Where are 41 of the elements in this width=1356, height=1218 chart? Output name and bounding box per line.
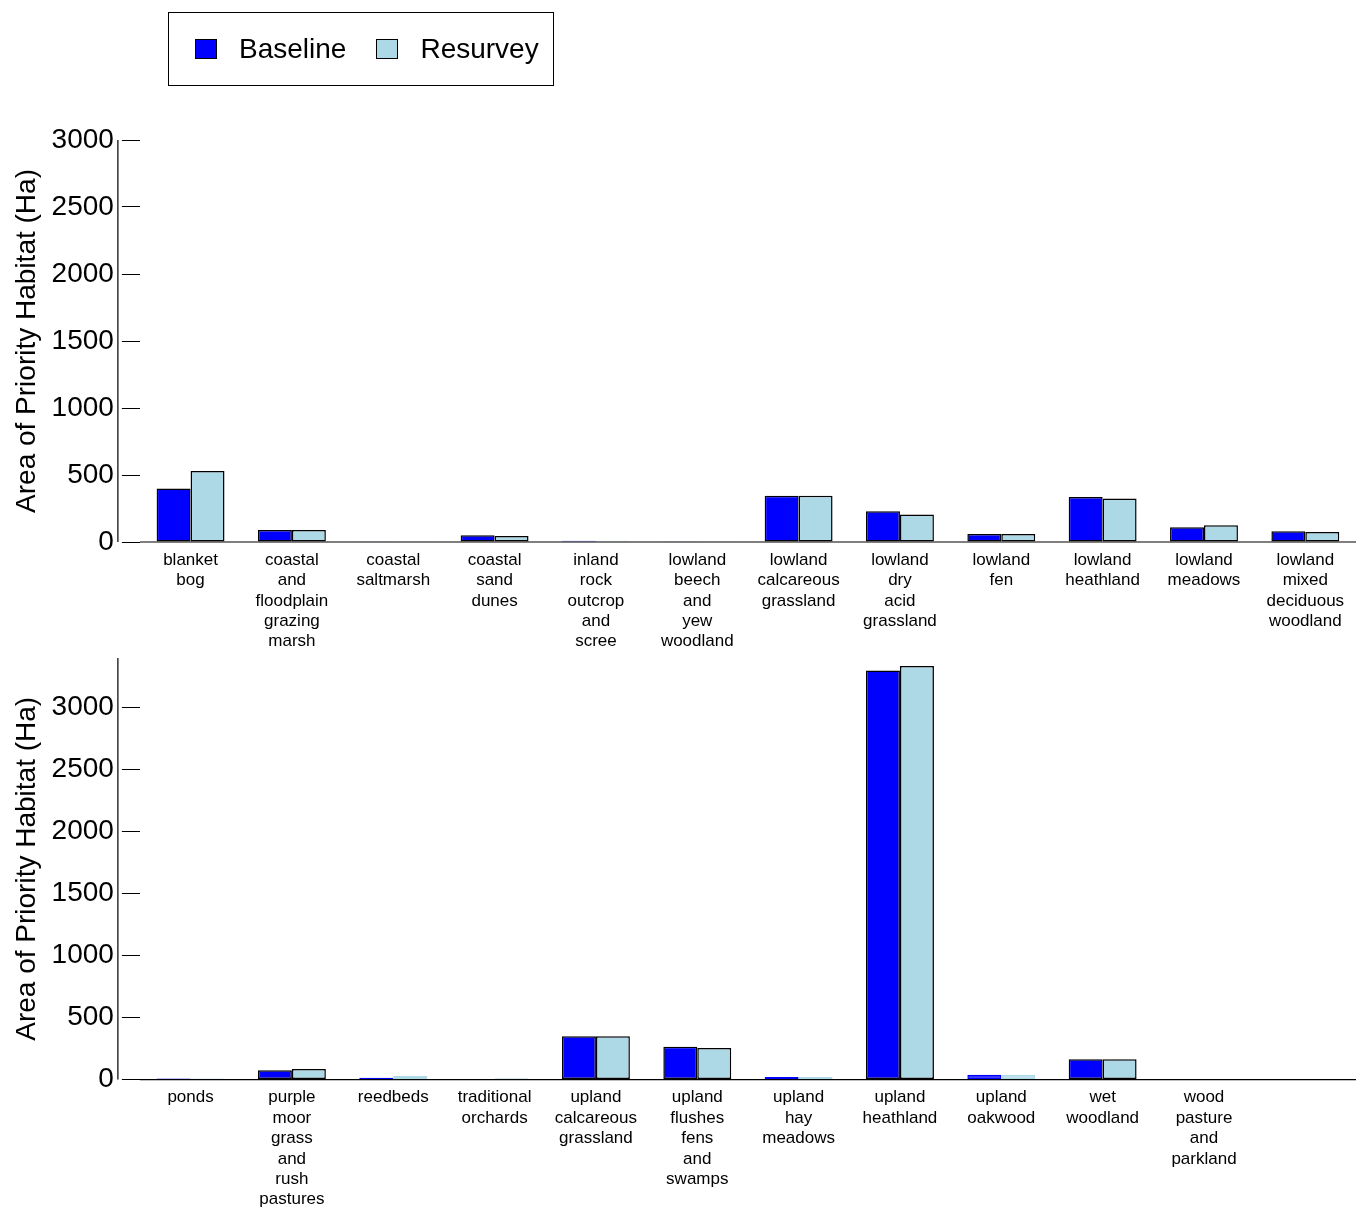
- x-tick-label: purple moor grass and rush pastures: [259, 1087, 325, 1209]
- y-axis-title: Area of Priority Habitat (Ha): [9, 169, 41, 513]
- y-axis-title: Area of Priority Habitat (Ha): [9, 696, 41, 1041]
- y-tick-label: 0: [98, 524, 114, 556]
- y-tick-label: 3000: [51, 122, 114, 154]
- x-tick-label: blanket bog: [163, 549, 219, 590]
- y-tick-label: 2500: [51, 189, 114, 221]
- x-tick-label: inland rock outcrop and scree: [567, 549, 625, 651]
- x-tick-label: upland calcareous grassland: [554, 1087, 638, 1148]
- legend-label: Baseline: [239, 33, 347, 65]
- x-tick-label: lowland dry acid grassland: [863, 549, 937, 631]
- y-tick-label: 1000: [51, 938, 114, 970]
- y-tick-label: 2000: [51, 256, 114, 288]
- x-tick-label: wood pasture and parkland: [1171, 1087, 1237, 1168]
- y-tick-label: 2000: [51, 814, 114, 846]
- x-tick-label: coastal and floodplain grazing marsh: [255, 549, 329, 651]
- x-tick-label: traditional orchards: [457, 1087, 532, 1127]
- x-tick-label: wet woodland: [1065, 1087, 1140, 1127]
- y-tick-label: 500: [67, 1000, 114, 1032]
- x-tick-label: lowland fen: [972, 549, 1031, 590]
- y-tick-label: 500: [67, 457, 114, 489]
- y-tick-label: 3000: [51, 690, 114, 722]
- x-tick-label: coastal sand dunes: [467, 549, 522, 610]
- x-tick-label: upland flushes fens and swamps: [666, 1087, 729, 1189]
- x-tick-label: lowland heathland: [1065, 549, 1140, 590]
- x-tick-label: ponds: [167, 1087, 214, 1107]
- x-tick-label: reedbeds: [357, 1087, 429, 1107]
- y-tick-label: 1500: [51, 323, 114, 355]
- x-tick-label: coastal saltmarsh: [356, 549, 431, 590]
- x-tick-label: lowland mixed deciduous woodland: [1266, 549, 1345, 631]
- y-tick-label: 1000: [51, 390, 114, 422]
- y-tick-label: 2500: [51, 752, 114, 784]
- x-tick-label: upland oakwood: [967, 1087, 1036, 1127]
- y-tick-label: 0: [98, 1062, 114, 1094]
- x-tick-label: lowland meadows: [1167, 549, 1241, 590]
- x-tick-label: lowland beech and yew woodland: [659, 549, 734, 651]
- legend-label: Resurvey: [420, 33, 539, 65]
- y-tick-label: 1500: [51, 876, 114, 908]
- x-tick-label: upland heathland: [862, 1087, 938, 1127]
- x-tick-label: upland hay meadows: [762, 1087, 835, 1148]
- x-tick-label: lowland calcareous grassland: [757, 549, 840, 610]
